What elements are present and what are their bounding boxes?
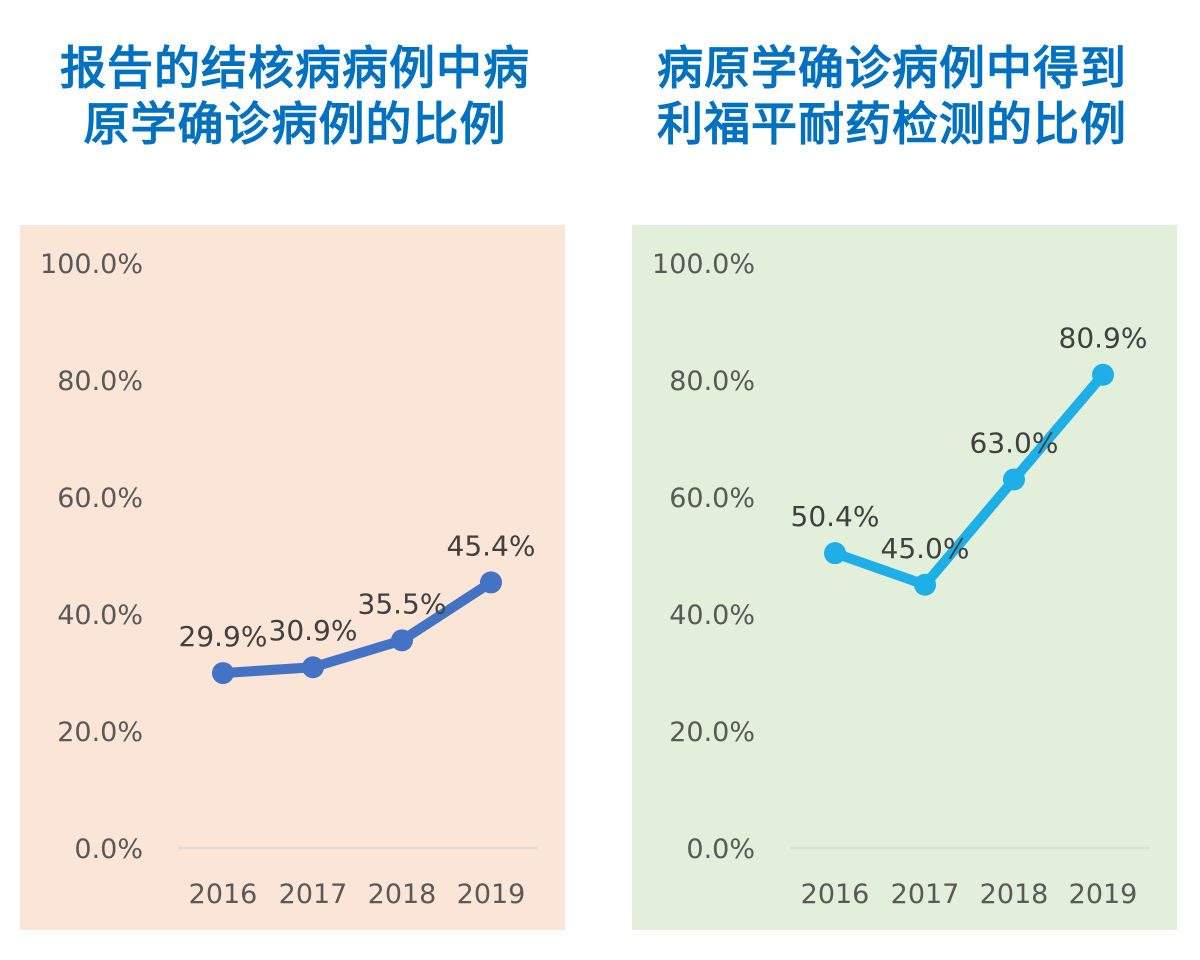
x-tick-label: 2019: [457, 879, 526, 910]
x-tick-label: 2018: [368, 879, 437, 910]
data-label: 50.4%: [791, 500, 880, 533]
x-tick-label: 2019: [1069, 879, 1138, 910]
left-chart-title: 报告的结核病病例中病 原学确诊病例的比例: [60, 41, 530, 151]
data-point: [824, 542, 846, 565]
y-tick-label: 20.0%: [669, 717, 755, 748]
data-point: [1092, 363, 1114, 386]
data-point: [1003, 468, 1025, 491]
y-tick-label: 60.0%: [57, 483, 143, 514]
y-tick-label: 40.0%: [57, 600, 143, 631]
y-tick-label: 0.0%: [74, 834, 143, 865]
plot-area-background: [20, 225, 565, 930]
y-tick-label: 80.0%: [669, 366, 755, 397]
x-tick-label: 2016: [801, 879, 870, 910]
x-tick-label: 2018: [980, 879, 1049, 910]
y-tick-label: 60.0%: [669, 483, 755, 514]
data-label: 45.0%: [881, 532, 970, 565]
data-point: [212, 662, 234, 685]
series-line: [833, 371, 1107, 590]
data-label: 35.5%: [358, 587, 447, 620]
x-tick-label: 2017: [891, 879, 960, 910]
y-tick-label: 100.0%: [40, 249, 143, 280]
x-tick-label: 2016: [189, 879, 258, 910]
right-chart-title: 病原学确诊病例中得到 利福平耐药检测的比例: [657, 41, 1127, 151]
data-label: 45.4%: [447, 529, 536, 562]
data-point: [302, 656, 324, 679]
data-label: 63.0%: [970, 426, 1059, 459]
data-point: [914, 573, 936, 596]
y-tick-label: 80.0%: [57, 366, 143, 397]
series-line: [222, 578, 494, 679]
y-tick-label: 20.0%: [57, 717, 143, 748]
data-point: [480, 571, 502, 594]
x-tick-label: 2017: [279, 879, 348, 910]
data-label: 29.9%: [179, 620, 268, 653]
y-tick-label: 0.0%: [686, 834, 755, 865]
data-label: 80.9%: [1059, 322, 1148, 355]
y-tick-label: 40.0%: [669, 600, 755, 631]
data-label: 30.9%: [269, 614, 358, 647]
y-tick-label: 100.0%: [652, 249, 755, 280]
data-point: [391, 629, 413, 652]
